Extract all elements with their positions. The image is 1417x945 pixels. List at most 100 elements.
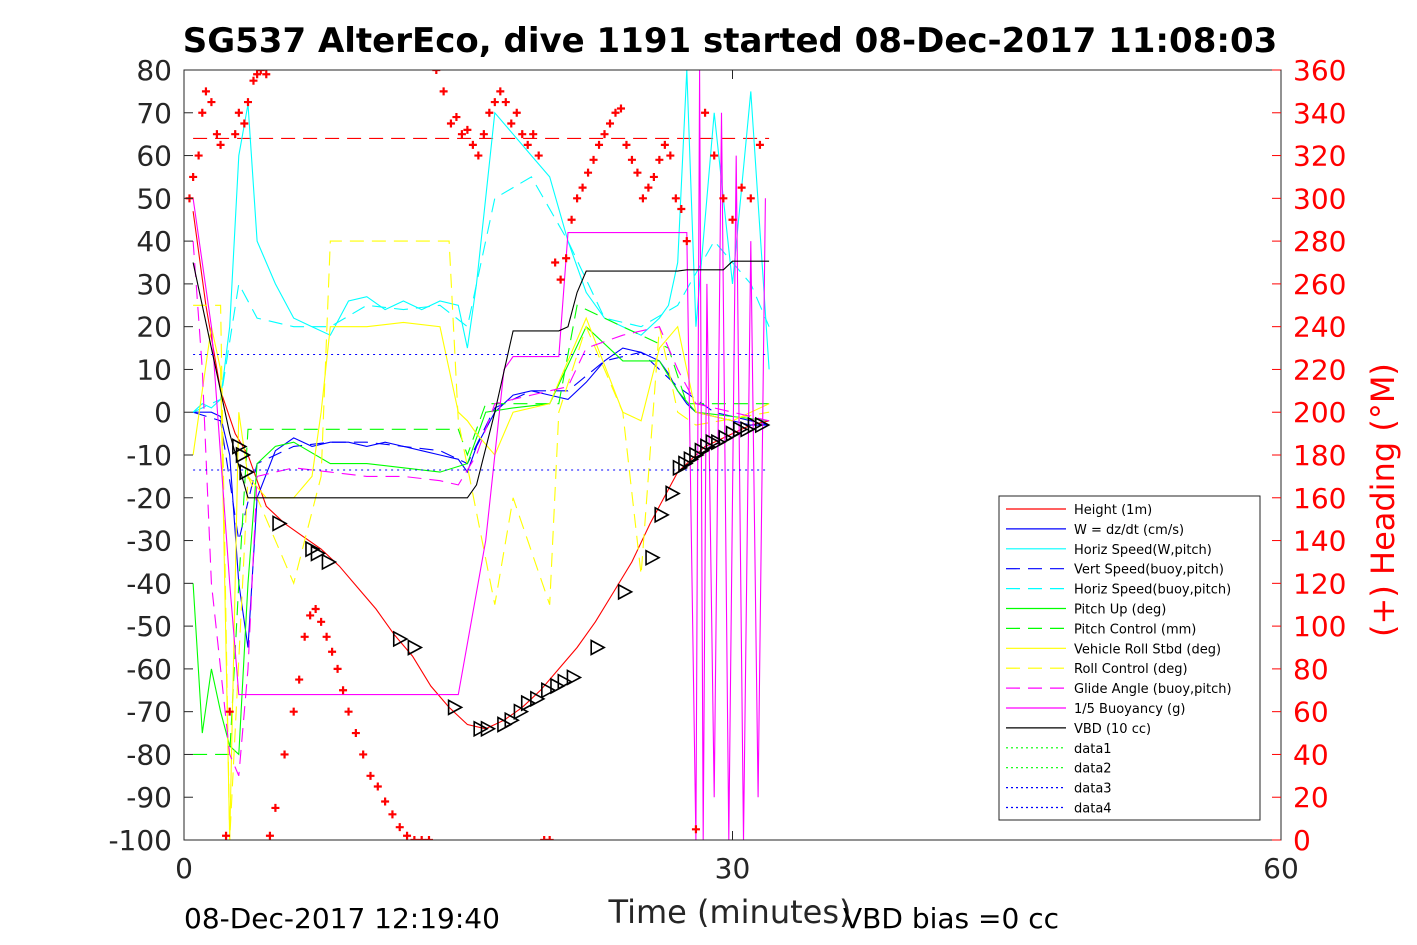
heading-point	[485, 108, 494, 117]
left-tick-label: -100	[108, 824, 172, 857]
right-tick-label: 20	[1293, 781, 1329, 814]
legend-label-data3: data3	[1074, 782, 1112, 797]
heading-point	[518, 130, 527, 139]
heading-layer	[185, 70, 764, 840]
heading-point	[194, 151, 203, 160]
heading-point	[616, 104, 625, 113]
heading-point	[649, 172, 658, 181]
legend-label-pitch-up-deg: Pitch Up (deg)	[1074, 603, 1166, 618]
heading-point	[755, 140, 764, 149]
heading-point	[496, 87, 505, 96]
heading-point	[344, 707, 353, 716]
dive-marker	[239, 463, 255, 481]
right-tick-label: 40	[1293, 738, 1329, 771]
left-tick-label: 40	[136, 225, 172, 258]
heading-point	[333, 664, 342, 673]
dive-marker	[272, 515, 288, 532]
dive-marker	[672, 459, 689, 477]
dive-marker	[447, 699, 464, 716]
dive-marker	[557, 673, 573, 691]
dive-marker	[305, 540, 321, 558]
left-tick-label: 20	[136, 311, 172, 344]
legend-label-vehicle-roll-stbd-deg: Vehicle Roll Stbd (deg)	[1074, 642, 1221, 657]
heading-point	[573, 194, 582, 203]
x-axis: 0 30 60	[175, 70, 1299, 885]
dive-marker	[694, 442, 711, 460]
heading-point	[410, 836, 419, 840]
heading-point	[322, 632, 331, 641]
left-tick-label: -60	[126, 653, 172, 686]
heading-point	[295, 675, 304, 684]
heading-point	[271, 803, 280, 812]
heading-point	[638, 194, 647, 203]
dive-marker	[689, 446, 705, 464]
dive-marker	[740, 420, 756, 438]
heading-point	[540, 836, 549, 840]
heading-point	[359, 750, 368, 759]
heading-point	[446, 119, 455, 128]
heading-point	[512, 108, 521, 117]
dive-marker	[754, 416, 771, 434]
left-tick-label: 10	[136, 353, 172, 386]
right-tick-label: 160	[1293, 482, 1346, 515]
left-tick-label: 50	[136, 182, 172, 215]
heading-point	[234, 108, 243, 117]
legend-label-horiz-speed-buoy-pitch: Horiz Speed(buoy,pitch)	[1074, 583, 1231, 598]
right-tick-label: 0	[1293, 824, 1311, 857]
dive-marker	[700, 438, 716, 455]
left-axis: 80 70 60 50 40 30 20 10 0 -10 -20 -30 -40 -50 -60 -70 -8…	[108, 54, 193, 857]
left-tick-label: 60	[136, 140, 172, 173]
heading-point	[710, 151, 719, 160]
heading-point	[198, 108, 207, 117]
heading-point	[534, 151, 543, 160]
heading-point	[452, 113, 461, 122]
heading-point	[490, 98, 499, 107]
dive-marker	[566, 669, 583, 686]
legend-label-roll-control-deg: Roll Control (deg)	[1074, 662, 1188, 677]
legend-label-horiz-speed-w-pitch: Horiz Speed(W,pitch)	[1074, 543, 1212, 558]
heading-point	[611, 108, 620, 117]
dive-marker	[645, 549, 661, 567]
heading-point	[207, 98, 216, 107]
heading-point	[529, 130, 538, 139]
heading-point	[201, 87, 210, 96]
left-tick-label: -70	[126, 696, 172, 729]
right-tick-label: 280	[1293, 225, 1346, 258]
heading-point	[545, 836, 554, 840]
right-tick-label: 200	[1293, 396, 1346, 429]
heading-point	[523, 140, 532, 149]
heading-point	[507, 119, 516, 128]
right-tick-label: 240	[1293, 311, 1346, 344]
right-tick-label: 80	[1293, 653, 1329, 686]
heading-point	[373, 782, 382, 791]
heading-point	[701, 108, 710, 117]
heading-point	[746, 194, 755, 203]
right-tick-label: 60	[1293, 696, 1329, 729]
dive-marker	[392, 630, 409, 648]
heading-point	[262, 70, 271, 79]
series-line-1-5-buoyancy-g	[192, 70, 766, 840]
heading-point	[567, 215, 576, 224]
heading-point	[463, 125, 472, 134]
heading-point	[578, 183, 587, 192]
dive-marker	[513, 703, 530, 721]
dive-marker	[705, 433, 722, 451]
heading-point	[317, 617, 326, 626]
heading-point	[306, 611, 315, 620]
heading-point	[231, 130, 240, 139]
legend-label-height-1m: Height (1m)	[1074, 503, 1152, 518]
dive-marker	[654, 506, 670, 524]
heading-point	[249, 76, 258, 85]
heading-point	[256, 70, 265, 74]
heading-point	[457, 130, 466, 139]
series-line-vbd-10-cc	[192, 260, 770, 499]
dive-marker	[617, 583, 634, 601]
chart-title: SG537 AlterEco, dive 1191 started 08-Dec…	[183, 21, 1278, 61]
right-tick-label: 100	[1293, 610, 1346, 643]
x-tick-label: 0	[175, 852, 193, 885]
dive-marker	[407, 639, 424, 656]
heading-point	[728, 215, 737, 224]
heading-point	[468, 140, 477, 149]
dive-marker	[530, 690, 546, 708]
